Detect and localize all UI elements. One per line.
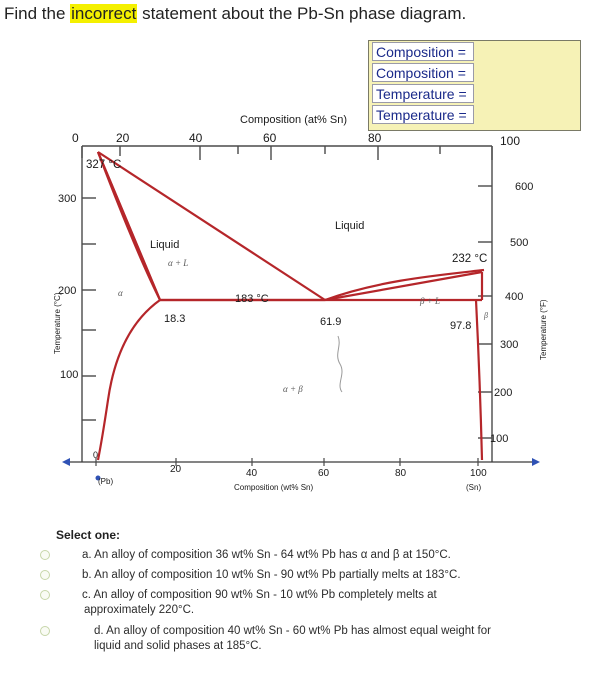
right-tick-300: 300	[500, 339, 518, 351]
composition-field-2[interactable]: Composition =	[372, 63, 474, 82]
bottom-axis-title: Composition (wt% Sn)	[234, 483, 313, 492]
composition-field-1[interactable]: Composition =	[372, 42, 474, 61]
phase-boundaries	[96, 151, 484, 461]
question-title: Find the incorrect statement about the P…	[0, 0, 609, 28]
radio-d[interactable]	[40, 626, 50, 636]
region-liquid-left: Liquid	[150, 239, 179, 251]
eutectic-composition: 61.9	[320, 316, 341, 328]
question-text-before: Find the	[4, 4, 71, 23]
top-tick-0: 0	[72, 131, 79, 145]
bottom-tick-60: 60	[318, 468, 330, 479]
eutectic-temperature: 183 °C	[235, 293, 269, 305]
phase-diagram: 0 20 40 60 80 100 Composition (at% Sn) 3…	[53, 114, 548, 492]
bottom-tick-40: 40	[246, 468, 258, 479]
left-axis-title: Temperature (°C)	[53, 292, 62, 354]
top-tick-60: 60	[263, 131, 277, 145]
region-alpha: α	[118, 288, 123, 298]
question-text-after: statement about the Pb-Sn phase diagram.	[137, 4, 467, 23]
temperature-field-1[interactable]: Temperature =	[372, 84, 474, 103]
option-b-text: b. An alloy of composition 10 wt% Sn - 9…	[82, 569, 461, 581]
alpha-solubility-label: 18.3	[164, 313, 185, 325]
left-tick-300: 300	[58, 193, 76, 205]
top-tick-100: 100	[500, 134, 520, 148]
eutectic-guide-line	[337, 335, 343, 393]
liquidus-left-to-eutectic	[97, 151, 326, 301]
right-tick-600: 600	[515, 181, 533, 193]
bottom-tick-20: 20	[170, 464, 182, 475]
pb-endpoint-marker	[95, 475, 101, 481]
right-tick-200: 200	[494, 387, 512, 399]
right-tick-400: 400	[505, 291, 523, 303]
top-tick-40: 40	[189, 131, 203, 145]
region-beta: β	[483, 311, 488, 320]
top-tick-20: 20	[116, 131, 130, 145]
top-axis-title: Composition (at% Sn)	[240, 114, 347, 126]
sn-label: (Sn)	[466, 483, 481, 492]
radio-b[interactable]	[40, 570, 50, 580]
temperature-field-2[interactable]: Temperature =	[372, 105, 474, 124]
region-liquid-top: Liquid	[335, 220, 364, 232]
radio-c[interactable]	[40, 590, 50, 600]
bottom-ticks	[95, 458, 479, 466]
left-tick-100: 100	[60, 369, 78, 381]
option-c-text-line2: approximately 220°C.	[84, 604, 195, 616]
bottom-tick-80: 80	[395, 468, 407, 479]
pb-label: (Pb)	[98, 477, 113, 486]
left-tick-200: 200	[58, 285, 76, 297]
radio-a[interactable]	[40, 550, 50, 560]
right-tick-500: 500	[510, 237, 528, 249]
region-alpha-l: α + L	[168, 258, 188, 268]
right-axis-title: Temperature (°F)	[539, 299, 548, 360]
highlighted-word: incorrect	[70, 4, 138, 23]
top-tick-80: 80	[368, 131, 382, 145]
bottom-tick-100: 100	[470, 468, 487, 479]
option-c-text: c. An alloy of composition 90 wt% Sn - 1…	[82, 589, 437, 601]
melting-point-sn: 232 °C	[452, 253, 487, 265]
option-a-text: a. An alloy of composition 36 wt% Sn - 6…	[82, 549, 451, 561]
axis-arrow-left	[62, 458, 70, 466]
select-one-label: Select one:	[56, 528, 121, 542]
region-beta-l: β + L	[419, 296, 440, 306]
liquidus-right-curve	[324, 268, 485, 302]
axis-arrow-right	[532, 458, 540, 466]
option-d-text: d. An alloy of composition 40 wt% Sn - 6…	[94, 625, 491, 637]
answer-panel: Composition = Composition = Temperature …	[368, 40, 581, 131]
top-ticks	[81, 146, 493, 160]
left-ticks	[82, 197, 96, 421]
right-tick-100: 100	[490, 433, 508, 445]
region-alpha-beta: α + β	[283, 384, 303, 394]
melting-point-pb: 327 °C	[86, 159, 121, 171]
liquidus-left-curve	[96, 151, 161, 301]
bottom-tick-0: 0	[93, 450, 98, 460]
option-d-text-line2: liquid and solid phases at 185°C.	[94, 640, 262, 652]
beta-solubility-label: 97.8	[450, 320, 471, 332]
